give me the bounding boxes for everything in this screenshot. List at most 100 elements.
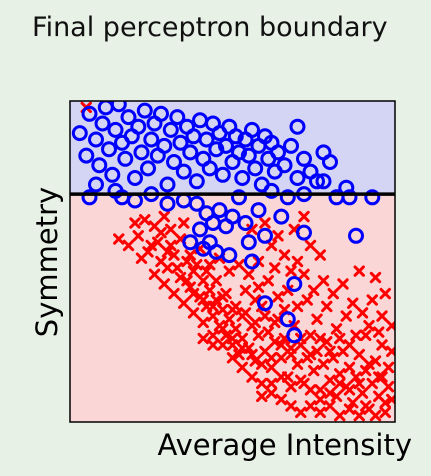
data-point-circle — [244, 253, 260, 270]
data-point-cross — [217, 339, 229, 351]
data-point-cross — [236, 342, 248, 354]
data-point-circle — [192, 221, 208, 238]
data-point-circle — [81, 105, 98, 122]
data-point-cross — [314, 332, 326, 345]
data-point-cross — [252, 329, 265, 342]
data-point-cross — [236, 361, 248, 374]
data-point-cross — [155, 255, 167, 268]
data-point-cross — [256, 390, 268, 403]
data-point-cross — [304, 384, 317, 396]
data-point-cross — [295, 406, 307, 419]
data-point-circle — [162, 121, 179, 138]
data-point-circle — [166, 154, 182, 170]
data-point-cross — [363, 320, 375, 332]
data-point-circle — [120, 109, 137, 126]
data-point-cross — [369, 409, 382, 422]
data-point-cross — [197, 332, 209, 345]
data-point-circle — [231, 144, 247, 161]
data-point-circle — [94, 115, 111, 132]
data-point-cross — [243, 268, 255, 281]
data-point-cross — [314, 249, 326, 261]
data-point-cross — [148, 220, 161, 232]
data-point-cross — [148, 268, 161, 281]
data-point-cross — [373, 326, 385, 338]
data-point-circle — [104, 166, 121, 183]
data-point-cross — [265, 361, 278, 374]
data-point-cross — [353, 265, 365, 277]
data-point-cross — [366, 294, 378, 306]
data-point-circle — [175, 163, 192, 180]
data-point-cross — [295, 374, 307, 386]
data-point-cross — [233, 348, 245, 361]
data-point-circle — [136, 102, 153, 119]
data-point-circle — [231, 189, 247, 206]
data-point-circle — [159, 195, 176, 212]
data-point-cross — [226, 352, 239, 364]
data-point-circle — [296, 150, 312, 167]
data-point-cross — [311, 345, 323, 358]
data-point-cross — [356, 387, 369, 399]
data-point-cross — [239, 284, 252, 297]
data-point-cross — [181, 255, 193, 268]
data-point-circle — [188, 195, 205, 212]
data-point-cross — [285, 380, 297, 393]
data-point-cross — [207, 310, 219, 322]
data-point-circle — [315, 173, 332, 190]
data-point-cross — [382, 361, 395, 374]
data-point-cross — [113, 233, 125, 245]
data-point-cross — [327, 287, 339, 300]
data-point-cross — [158, 278, 170, 290]
data-point-cross — [304, 400, 317, 412]
data-point-circle — [296, 224, 312, 241]
data-point-cross — [337, 278, 349, 290]
data-point-circle — [221, 247, 238, 264]
data-point-cross — [343, 361, 356, 374]
data-point-circle — [244, 121, 260, 138]
data-point-cross — [204, 284, 216, 297]
data-point-cross — [236, 310, 248, 322]
data-point-circle — [198, 131, 215, 148]
data-point-cross — [321, 336, 333, 348]
data-point-cross — [207, 300, 219, 313]
data-point-cross — [314, 406, 326, 419]
data-point-cross — [330, 390, 343, 403]
data-point-circle — [279, 189, 296, 206]
data-point-cross — [178, 217, 190, 229]
data-point-circle — [218, 137, 234, 154]
data-point-cross — [324, 345, 336, 358]
data-point-cross — [191, 259, 203, 271]
data-point-cross — [376, 371, 388, 383]
data-point-cross — [152, 236, 164, 248]
data-point-circle — [364, 189, 381, 206]
data-point-cross — [236, 332, 248, 345]
data-point-circle — [348, 227, 364, 244]
data-point-cross — [379, 287, 391, 300]
data-point-cross — [376, 310, 388, 322]
data-point-cross — [285, 348, 297, 361]
data-point-cross — [350, 371, 362, 383]
data-point-circle — [286, 327, 303, 344]
data-point-cross — [158, 210, 170, 223]
data-point-circle — [322, 154, 338, 170]
data-point-cross — [181, 275, 193, 287]
data-point-cross — [311, 313, 323, 325]
data-point-cross — [249, 355, 261, 367]
data-point-cross — [298, 210, 310, 223]
data-point-cross — [184, 249, 196, 261]
data-point-cross — [363, 358, 375, 370]
data-point-circle — [279, 311, 296, 328]
data-point-cross — [197, 316, 209, 329]
data-point-circle — [270, 144, 286, 161]
data-point-cross — [308, 364, 320, 377]
data-point-cross — [369, 355, 382, 367]
data-point-cross — [324, 400, 336, 412]
data-point-cross — [262, 326, 274, 338]
data-point-cross — [360, 364, 372, 377]
data-point-circle — [257, 295, 273, 312]
data-point-cross — [207, 339, 219, 351]
data-point-cross — [304, 348, 317, 361]
data-point-circle — [156, 137, 173, 154]
data-point-cross — [343, 384, 356, 396]
data-point-circle — [110, 101, 127, 113]
